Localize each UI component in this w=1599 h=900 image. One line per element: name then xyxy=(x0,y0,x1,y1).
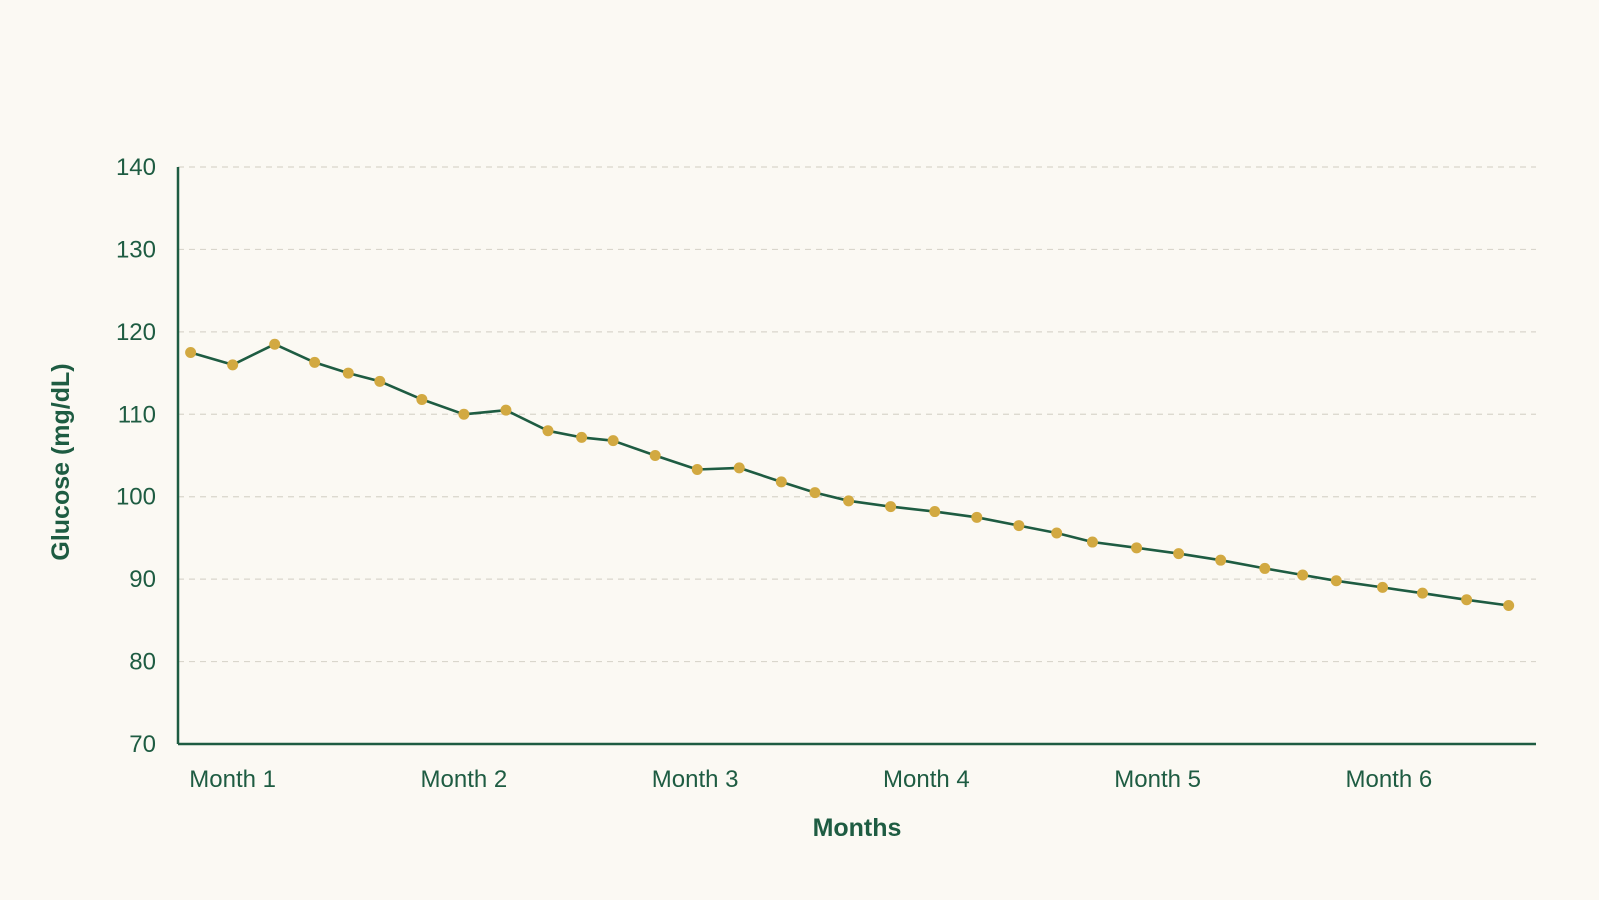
data-point xyxy=(809,487,821,499)
data-point xyxy=(542,425,554,437)
data-series xyxy=(185,338,1515,612)
data-point xyxy=(885,501,897,513)
data-point xyxy=(1013,520,1025,532)
gridlines xyxy=(178,166,1536,663)
data-point xyxy=(1377,581,1389,593)
y-tick-labels: 70 80 90 100 110 120 130 140 xyxy=(116,154,156,758)
data-point xyxy=(1173,548,1185,560)
x-tick-label: Month 2 xyxy=(421,766,508,793)
y-tick-label: 100 xyxy=(116,484,156,511)
data-point xyxy=(1503,600,1515,612)
data-point xyxy=(929,506,941,518)
y-tick-label: 70 xyxy=(129,731,156,758)
data-point xyxy=(458,408,470,420)
data-point xyxy=(775,476,787,488)
data-point xyxy=(691,464,703,476)
data-point xyxy=(1086,536,1098,548)
y-tick-label: 130 xyxy=(116,236,156,263)
data-point xyxy=(1259,562,1271,574)
data-point xyxy=(309,356,321,368)
x-tick-label: Month 1 xyxy=(189,766,276,793)
data-point xyxy=(416,393,428,405)
data-point xyxy=(607,435,619,447)
x-tick-label: Month 4 xyxy=(883,766,970,793)
data-point xyxy=(269,338,281,350)
data-point xyxy=(733,462,745,474)
data-point xyxy=(1461,594,1473,606)
y-axis-title: Glucose (mg/dL) xyxy=(47,363,75,560)
x-tick-label: Month 3 xyxy=(652,766,739,793)
y-tick-label: 80 xyxy=(129,649,156,676)
series-line xyxy=(190,342,1509,607)
data-point xyxy=(1297,569,1309,581)
data-point xyxy=(843,495,855,507)
data-point xyxy=(649,450,661,461)
x-tick-label: Month 5 xyxy=(1114,766,1201,793)
data-point xyxy=(1330,575,1342,587)
data-point xyxy=(1051,527,1063,539)
data-point xyxy=(342,367,354,379)
data-point xyxy=(1416,587,1428,599)
axes xyxy=(176,167,1536,746)
data-point xyxy=(576,431,588,443)
y-tick-label: 110 xyxy=(118,401,156,428)
data-point xyxy=(374,375,386,387)
data-point xyxy=(227,359,239,371)
x-tick-label: Month 6 xyxy=(1345,766,1432,793)
y-tick-label: 120 xyxy=(116,319,156,346)
data-point xyxy=(185,346,197,358)
x-axis-title: Months xyxy=(813,814,902,842)
y-tick-label: 140 xyxy=(116,154,156,181)
data-point xyxy=(1131,542,1143,554)
data-point xyxy=(500,404,512,416)
x-tick-labels: Month 1 Month 2 Month 3 Month 4 Month 5 Month… xyxy=(189,766,1432,793)
data-point xyxy=(971,511,983,523)
y-tick-label: 90 xyxy=(129,566,156,593)
data-point xyxy=(1215,554,1227,566)
